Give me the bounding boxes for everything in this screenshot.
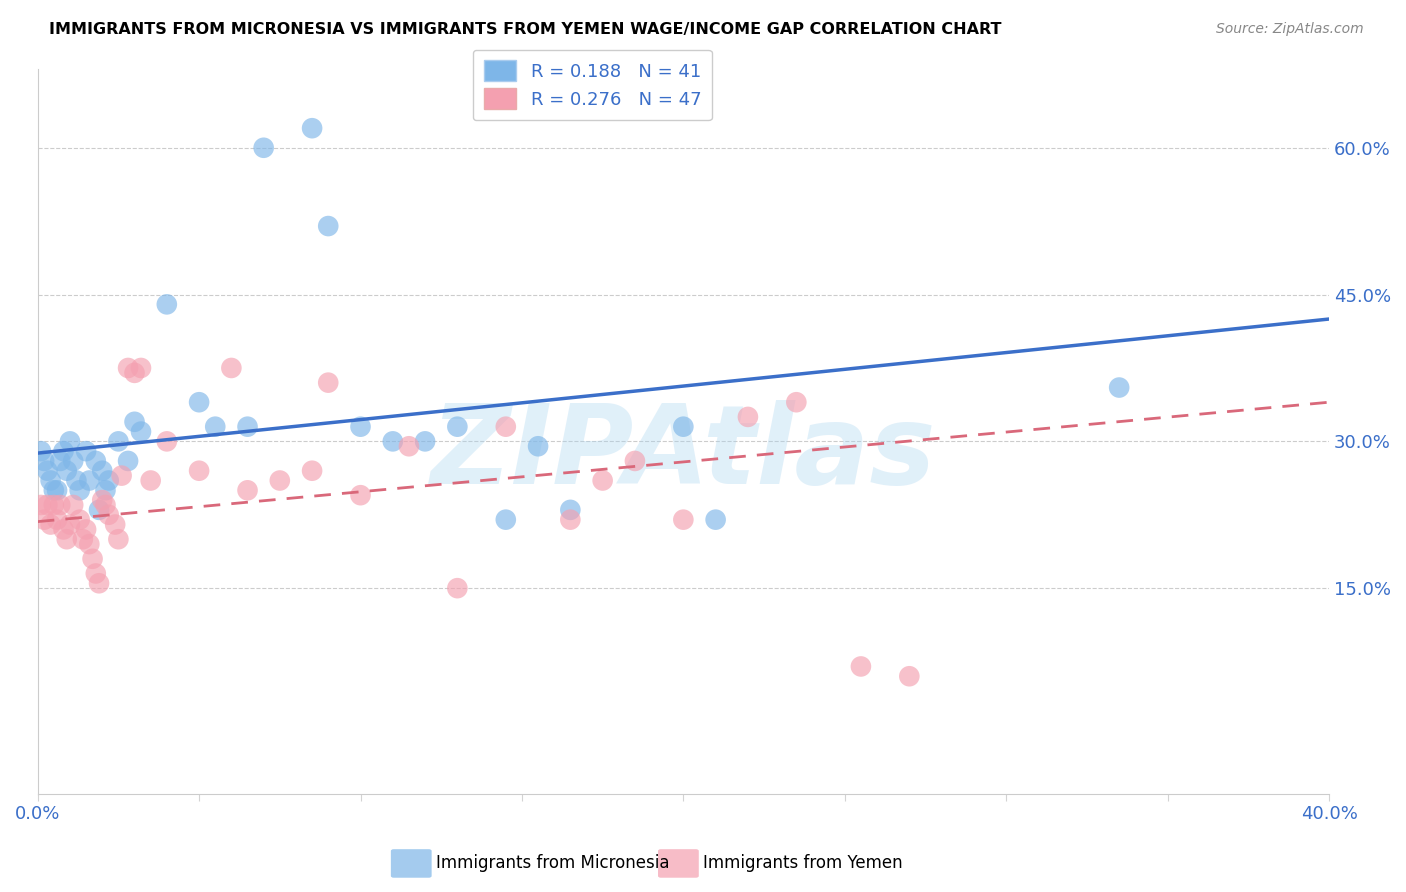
Point [97, 508, 120, 522]
Point [124, 415, 146, 429]
Point [381, 434, 404, 449]
Point [269, 474, 291, 488]
Point [704, 513, 727, 527]
Point [253, 141, 276, 155]
Point [898, 669, 921, 683]
Point [672, 513, 695, 527]
Point [124, 366, 146, 380]
Point [84, 566, 107, 581]
Point [624, 454, 647, 468]
Text: Source: ZipAtlas.com: Source: ZipAtlas.com [1216, 22, 1364, 37]
Point [188, 395, 211, 409]
Point [349, 419, 371, 434]
Point [39, 474, 62, 488]
Point [349, 488, 371, 502]
Point [49, 498, 72, 512]
Point [156, 434, 179, 449]
Point [49, 454, 72, 468]
Point [129, 425, 152, 439]
Point [97, 474, 120, 488]
Text: ZIPAtlas: ZIPAtlas [430, 400, 936, 507]
Point [560, 513, 582, 527]
Point [32, 513, 55, 527]
Point [129, 361, 152, 376]
Point [94, 483, 117, 498]
Point [139, 474, 162, 488]
Point [316, 219, 339, 233]
Point [117, 454, 139, 468]
Point [111, 468, 134, 483]
Point [446, 581, 468, 595]
Point [236, 419, 259, 434]
Point [236, 483, 259, 498]
Point [560, 503, 582, 517]
Point [62, 454, 84, 468]
Point [46, 513, 69, 527]
Text: Immigrants from Yemen: Immigrants from Yemen [703, 855, 903, 872]
Point [82, 551, 104, 566]
Text: IMMIGRANTS FROM MICRONESIA VS IMMIGRANTS FROM YEMEN WAGE/INCOME GAP CORRELATION : IMMIGRANTS FROM MICRONESIA VS IMMIGRANTS… [49, 22, 1001, 37]
Point [87, 503, 110, 517]
Point [30, 444, 52, 458]
Point [55, 464, 77, 478]
Point [398, 439, 420, 453]
Point [69, 483, 91, 498]
Point [65, 474, 87, 488]
Point [46, 483, 69, 498]
Point [785, 395, 807, 409]
Point [672, 419, 695, 434]
Point [42, 498, 65, 512]
Point [446, 419, 468, 434]
Point [204, 419, 226, 434]
Point [39, 517, 62, 532]
Point [156, 297, 179, 311]
Text: Immigrants from Micronesia: Immigrants from Micronesia [436, 855, 669, 872]
Point [94, 498, 117, 512]
Point [52, 444, 75, 458]
Point [79, 537, 101, 551]
Point [301, 121, 323, 136]
Point [32, 454, 55, 468]
Legend: R = 0.188   N = 41, R = 0.276   N = 47: R = 0.188 N = 41, R = 0.276 N = 47 [472, 50, 711, 120]
Point [37, 498, 59, 512]
Point [495, 513, 517, 527]
Point [107, 434, 129, 449]
Point [592, 474, 614, 488]
Point [37, 464, 59, 478]
Point [107, 533, 129, 547]
Point [91, 493, 114, 508]
Point [62, 498, 84, 512]
Point [91, 464, 114, 478]
Point [527, 439, 550, 453]
Point [75, 523, 97, 537]
Point [59, 434, 82, 449]
Point [221, 361, 243, 376]
Point [42, 483, 65, 498]
Point [87, 576, 110, 591]
Point [55, 533, 77, 547]
Point [59, 517, 82, 532]
Point [52, 523, 75, 537]
Point [72, 533, 94, 547]
Point [737, 409, 759, 424]
Point [30, 498, 52, 512]
Point [117, 361, 139, 376]
Point [84, 454, 107, 468]
Point [69, 513, 91, 527]
Point [1108, 380, 1130, 394]
Point [495, 419, 517, 434]
Point [188, 464, 211, 478]
Point [316, 376, 339, 390]
Point [104, 517, 127, 532]
Point [301, 464, 323, 478]
Point [849, 659, 872, 673]
Point [413, 434, 436, 449]
Point [79, 474, 101, 488]
Point [75, 444, 97, 458]
